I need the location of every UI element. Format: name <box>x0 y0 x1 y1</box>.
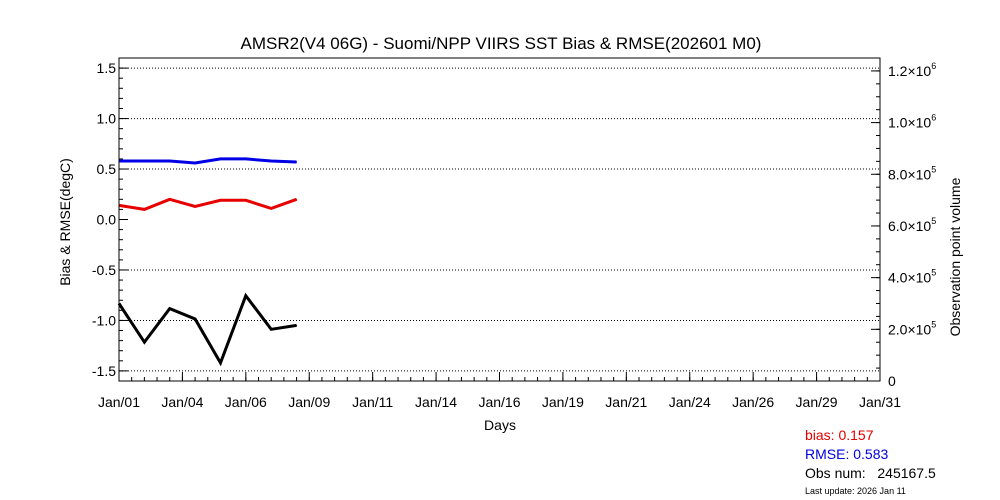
bias-stat: bias: 0.157 <box>805 427 874 443</box>
data-point <box>270 160 272 162</box>
chart-title: AMSR2(V4 06G) - Suomi/NPP VIIRS SST Bias… <box>241 34 762 53</box>
y-tick-label: 0.5 <box>97 161 117 177</box>
data-point <box>143 208 145 210</box>
y2-tick-exponent: 6 <box>931 61 936 71</box>
data-point <box>270 328 272 330</box>
rmse-stat: RMSE: 0.583 <box>805 446 889 462</box>
x-tick-label: Jan/24 <box>669 394 711 410</box>
x-tick-label: Jan/04 <box>161 394 203 410</box>
series-line <box>119 157 297 165</box>
data-point <box>219 199 221 201</box>
x-axis-label: Days <box>484 417 516 433</box>
right-axis: 1.2×106 1.0×106 8.0×105 6.0×105 4.0×105 2.0×1… <box>871 57 936 389</box>
data-point <box>143 341 145 343</box>
x-tick-label: Jan/19 <box>542 394 584 410</box>
y-axis-label: Bias & RMSE(degC) <box>57 158 73 286</box>
data-series <box>117 157 298 367</box>
data-point <box>143 160 145 162</box>
y2-tick-label: 1.0×106 <box>888 113 936 131</box>
y-tick-label: -1.5 <box>92 363 116 379</box>
series-line <box>118 197 298 211</box>
data-point <box>219 362 221 364</box>
data-point <box>219 158 221 160</box>
y2-axis-label: Observation point volume <box>947 177 963 336</box>
data-point <box>245 199 247 201</box>
y-tick-label: 1.0 <box>97 111 117 127</box>
y-tick-label: 0.0 <box>97 212 117 228</box>
x-tick-label: Jan/31 <box>859 394 901 410</box>
y-tick-label: -1.0 <box>92 312 116 328</box>
left-axis: 1.5 1.0 0.5 0.0 -0.5 -1.0 -1.5 <box>92 57 128 382</box>
y2-tick-label: 6.0×105 <box>888 216 936 234</box>
data-point <box>194 162 196 164</box>
x-tick-label: Jan/09 <box>288 394 330 410</box>
data-point <box>296 324 298 326</box>
stats-panel: bias: 0.157 RMSE: 0.583 Obs num: 245167.… <box>805 426 936 483</box>
y2-tick-label: 0 <box>888 373 896 389</box>
x-tick-label: Jan/06 <box>225 394 267 410</box>
obs-num-label: Obs num: <box>805 465 866 481</box>
data-point <box>245 295 247 297</box>
series-line <box>117 292 297 367</box>
last-update: Last update: 2026 Jan 11 <box>805 486 906 496</box>
data-point <box>169 160 171 162</box>
x-tick-label: Jan/21 <box>605 394 647 410</box>
x-tick-label: Jan/16 <box>478 394 520 410</box>
y2-tick-label: 1.2×106 <box>888 61 936 79</box>
data-point <box>296 198 298 200</box>
data-point <box>194 318 196 320</box>
grid-lines <box>119 67 880 372</box>
y2-tick-exponent: 5 <box>931 268 936 278</box>
y-tick-label: 1.5 <box>97 60 117 76</box>
data-point <box>245 158 247 160</box>
y2-tick-label: 2.0×105 <box>888 319 936 337</box>
y2-tick-label: 4.0×105 <box>888 268 936 286</box>
obs-num-stat: Obs num: 245167.5 <box>805 464 936 483</box>
data-point <box>169 308 171 310</box>
x-tick-label: Jan/14 <box>415 394 457 410</box>
x-tick-label: Jan/11 <box>352 394 393 410</box>
y2-tick-exponent: 6 <box>931 113 936 123</box>
y-tick-label: -0.5 <box>92 262 116 278</box>
y2-tick-exponent: 5 <box>931 319 936 329</box>
y2-tick-label: 8.0×105 <box>888 164 936 182</box>
x-tick-label: Jan/29 <box>796 394 838 410</box>
data-point <box>194 205 196 207</box>
x-tick-label: Jan/26 <box>732 394 774 410</box>
data-point <box>296 161 298 163</box>
obs-num-value: 245167.5 <box>877 465 936 481</box>
x-axis: Jan/01 Jan/04 Jan/06 Jan/09 Jan/11 Jan/14 Jan/… <box>98 372 901 410</box>
y2-tick-exponent: 5 <box>931 216 936 226</box>
data-point <box>169 198 171 200</box>
x-tick-label: Jan/01 <box>98 394 140 410</box>
data-point <box>270 207 272 209</box>
y2-tick-exponent: 5 <box>931 164 936 174</box>
